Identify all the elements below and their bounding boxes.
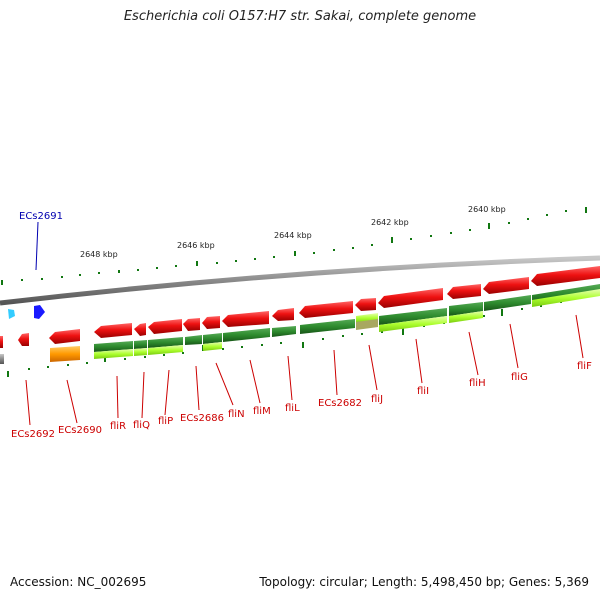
gene-label-flin: fliN: [228, 409, 245, 420]
gene-label-flir: fliR: [110, 421, 126, 432]
gene-label-flij: fliJ: [371, 394, 383, 405]
gene-label-flii: fliI: [417, 386, 429, 397]
gene-label-flig: fliG: [511, 372, 528, 383]
scale-label-2640: 2640 kbp: [468, 205, 506, 214]
scale-label-2646: 2646 kbp: [177, 241, 215, 250]
label-leader-lines: [25, 221, 584, 426]
scale-label-2642: 2642 kbp: [371, 218, 409, 227]
gene-label-ecs2690: ECs2690: [58, 425, 102, 436]
gene-label-flif: fliF: [577, 361, 592, 372]
scale-ticks: [1, 207, 587, 285]
cds-dark-band: [94, 284, 600, 352]
gene-label-ecs2691: ECs2691: [19, 211, 63, 222]
olive-segment: [356, 319, 378, 330]
gene-label-flil: fliL: [285, 403, 300, 414]
accession-text: Accession: NC_002695: [10, 575, 147, 589]
blue-feature: [34, 305, 45, 319]
scale-label-2648: 2648 kbp: [80, 250, 118, 259]
gene-label-ecs2692: ECs2692: [11, 429, 55, 440]
gene-label-ecs2686: ECs2686: [180, 413, 224, 424]
scale-label-2644: 2644 kbp: [274, 231, 312, 240]
cds-light-band: [94, 289, 600, 359]
gray-feature: [0, 354, 4, 364]
cyan-feature: [8, 309, 15, 319]
gene-label-flip: fliP: [158, 416, 173, 427]
topology-text: Topology: circular; Length: 5,498,450 bp…: [259, 575, 589, 589]
gene-label-fliq: fliQ: [133, 420, 150, 431]
gene-label-ecs2682: ECs2682: [318, 398, 362, 409]
forward-strand-genes: [0, 266, 600, 348]
genome-backbone: [0, 255, 600, 306]
gene-label-flih: fliH: [469, 378, 486, 389]
map-title: Escherichia coli O157:H7 str. Sakai, com…: [123, 9, 477, 24]
gene-label-flim: fliM: [253, 406, 271, 417]
orange-feature: [50, 346, 80, 362]
